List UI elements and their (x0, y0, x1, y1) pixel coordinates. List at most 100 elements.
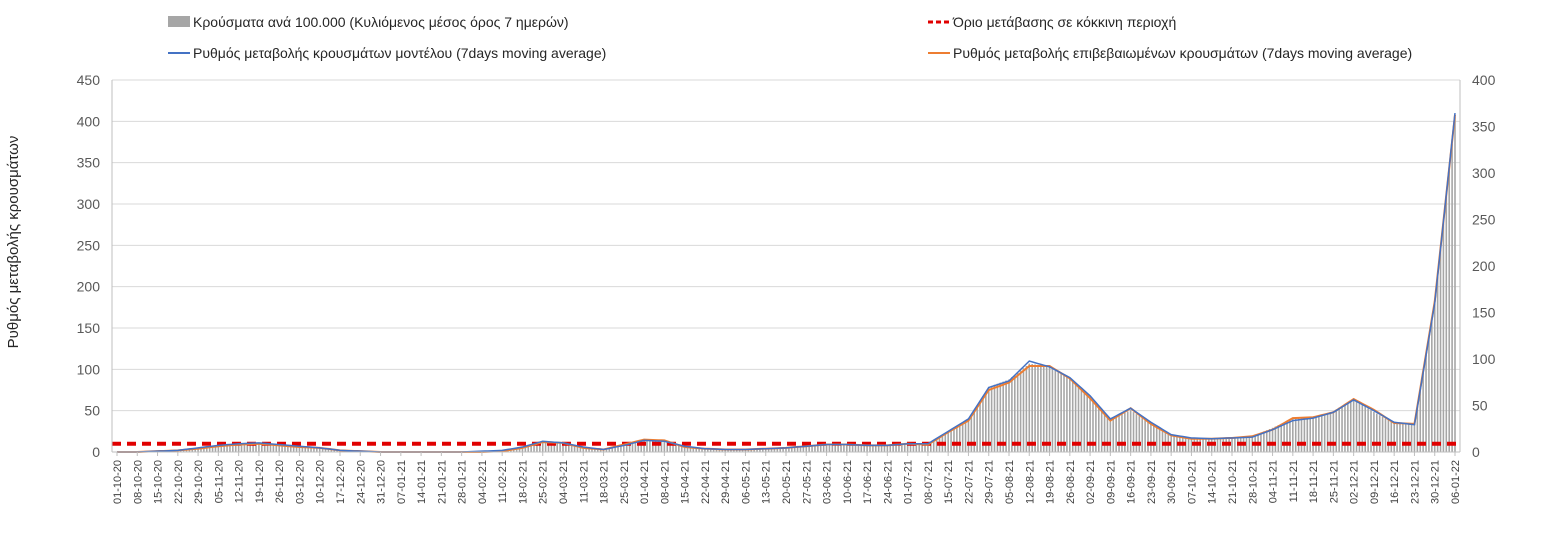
bar (776, 447, 779, 452)
bar (715, 448, 718, 452)
bar (1323, 413, 1326, 452)
bar (738, 449, 741, 452)
bar (1297, 418, 1300, 452)
x-tick-label: 22-04-21 (700, 460, 712, 504)
bar (654, 440, 657, 452)
x-tick-label: 09-12-21 (1369, 460, 1381, 504)
bar (1396, 423, 1398, 452)
legend-item-confirmed[interactable]: Ρυθμός μεταβολής επιβεβαιωμένων κρουσμάτ… (928, 45, 1412, 61)
y-right-tick-label: 150 (1472, 305, 1496, 321)
bar (828, 443, 831, 452)
bar (524, 447, 527, 452)
bar (263, 443, 266, 452)
legend-label-threshold: Όριο μετάβασης σε κόκκινη περιοχή (952, 14, 1176, 30)
bar (1190, 438, 1193, 452)
x-tick-label: 06-01-22 (1450, 460, 1462, 504)
bar (527, 446, 530, 452)
bar (1071, 380, 1074, 452)
bar (1216, 437, 1219, 452)
x-tick-label: 11-11-21 (1288, 460, 1300, 502)
bar (1332, 411, 1335, 452)
bar (840, 444, 842, 452)
bar (903, 442, 906, 452)
bar (999, 382, 1002, 452)
bar (269, 443, 272, 452)
bar (1306, 417, 1309, 452)
bar (979, 400, 981, 452)
bar (1153, 425, 1155, 452)
bar (1335, 409, 1338, 452)
bar (232, 444, 234, 452)
legend-item-model[interactable]: Ρυθμός μεταβολής κρουσμάτων μοντέλου (7d… (168, 45, 606, 61)
bar (623, 444, 625, 452)
bar (591, 448, 593, 452)
bar (1364, 406, 1367, 452)
bar (304, 446, 307, 452)
bar (596, 448, 599, 452)
bar (785, 447, 787, 452)
bar (961, 422, 964, 452)
bar (1451, 143, 1453, 452)
bar (930, 441, 932, 452)
bar (921, 443, 923, 452)
bar (675, 444, 677, 452)
bar (1086, 393, 1088, 452)
bar (539, 442, 541, 452)
x-tick-label: 20-05-21 (781, 460, 793, 504)
bar (686, 446, 689, 452)
bar (779, 447, 782, 452)
bar (1042, 365, 1045, 452)
bar (1155, 427, 1158, 452)
bar (1048, 366, 1051, 452)
bar (1115, 416, 1117, 452)
bar (1097, 406, 1100, 452)
bar (252, 442, 254, 452)
bar (1158, 428, 1161, 452)
bar (808, 445, 810, 452)
bar (1265, 430, 1268, 452)
legend-item-threshold[interactable]: Όριο μετάβασης σε κόκκινη περιοχή (928, 14, 1176, 30)
bar (266, 443, 269, 452)
bar (1234, 436, 1236, 452)
x-tick-label: 25-02-21 (538, 460, 550, 504)
x-tick-label: 04-11-21 (1268, 460, 1280, 503)
bar (1005, 380, 1007, 452)
x-tick-label: 25-03-21 (619, 460, 631, 504)
bar (1436, 276, 1439, 452)
bar (611, 447, 614, 452)
bar (512, 449, 515, 452)
bar (672, 443, 674, 452)
x-tick-label: 12-11-20 (234, 460, 246, 503)
confirmed-rate-line (117, 114, 1456, 453)
y-left-tick-label: 400 (77, 113, 101, 129)
bar (1092, 399, 1094, 452)
bar (1112, 418, 1115, 452)
bar (203, 447, 205, 452)
bar (895, 443, 897, 452)
bar (727, 449, 729, 452)
bar (683, 446, 686, 452)
legend-item-cases[interactable]: Κρούσματα ανά 100.000 (Κυλιόμενος μέσος … (168, 14, 569, 30)
bar (709, 448, 712, 452)
bar (284, 445, 286, 452)
x-tick-label: 14-10-21 (1207, 460, 1219, 504)
bar (211, 446, 214, 452)
bar (1022, 368, 1025, 452)
bar (324, 448, 327, 452)
bar (901, 443, 903, 452)
bar (1051, 368, 1054, 452)
bar (1428, 337, 1430, 452)
bar (1402, 423, 1404, 452)
bar (935, 438, 938, 452)
legend-label-cases: Κρούσματα ανά 100.000 (Κυλιόμενος μέσος … (193, 14, 569, 30)
bar (657, 440, 660, 452)
bar (866, 445, 868, 452)
bar (1037, 364, 1039, 452)
bar (1404, 423, 1407, 452)
bar (1378, 415, 1381, 452)
x-tick-label: 05-08-21 (1004, 460, 1016, 504)
x-tick-label: 08-07-21 (923, 460, 935, 504)
bar (576, 446, 579, 452)
bar (313, 447, 315, 452)
y-right-tick-labels: 0 50 100 150 200 250 300 350 400 (1472, 72, 1496, 460)
